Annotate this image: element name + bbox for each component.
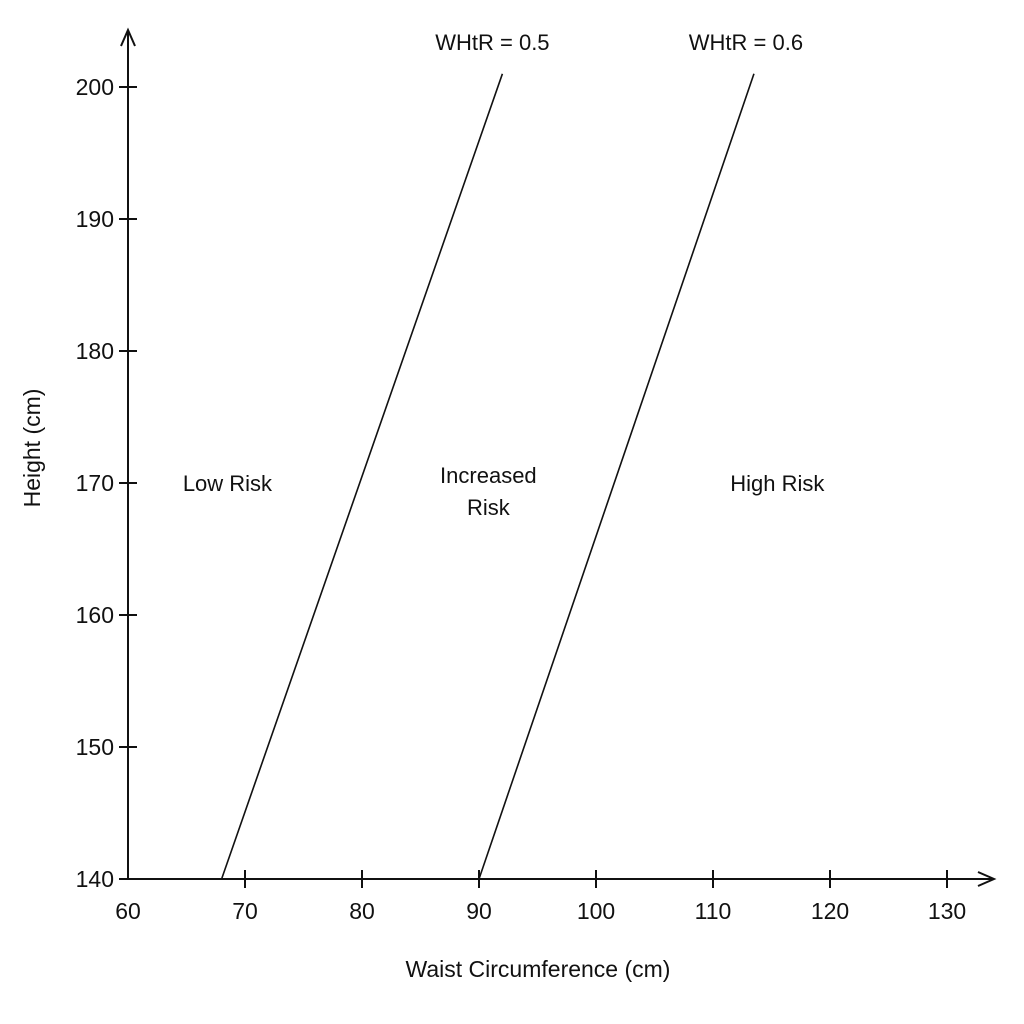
x-tick-label: 60 (115, 898, 141, 924)
series-lines (220, 73, 755, 880)
x-axis-arrow (977, 871, 997, 887)
series-labels: WHtR = 0.5 WHtR = 0.6 (435, 30, 803, 55)
x-axis-title: Waist Circumference (cm) (406, 956, 671, 982)
x-ticks: 60 70 80 90 100 110 120 130 (115, 870, 966, 924)
y-axis-title: Height (cm) (19, 389, 45, 508)
region-label: Risk (467, 495, 511, 520)
y-tick-label: 150 (76, 734, 114, 760)
x-tick-label: 120 (811, 898, 849, 924)
y-tick-label: 200 (76, 74, 114, 100)
series-label-2: WHtR = 0.6 (689, 30, 803, 55)
x-tick-label: 110 (695, 898, 732, 924)
region-label: Low Risk (183, 471, 273, 496)
y-ticks: 140 150 160 170 180 190 200 (76, 74, 137, 892)
series-line-1 (220, 73, 504, 880)
y-tick-label: 140 (76, 866, 114, 892)
region-label: Increased (440, 463, 537, 488)
region-labels: Low Risk Increased Risk High Risk (183, 463, 826, 520)
x-tick-label: 100 (577, 898, 615, 924)
axes (120, 27, 997, 887)
y-tick-label: 170 (76, 470, 114, 496)
x-tick-label: 70 (232, 898, 258, 924)
x-tick-label: 90 (466, 898, 492, 924)
region-label: High Risk (730, 471, 825, 496)
x-tick-label: 130 (928, 898, 966, 924)
y-tick-label: 160 (76, 602, 114, 628)
series-label-1: WHtR = 0.5 (435, 30, 549, 55)
y-axis-arrow (120, 27, 136, 47)
y-tick-label: 190 (76, 206, 114, 232)
y-tick-label: 180 (76, 338, 114, 364)
x-tick-label: 80 (349, 898, 375, 924)
series-line-2 (478, 73, 755, 880)
